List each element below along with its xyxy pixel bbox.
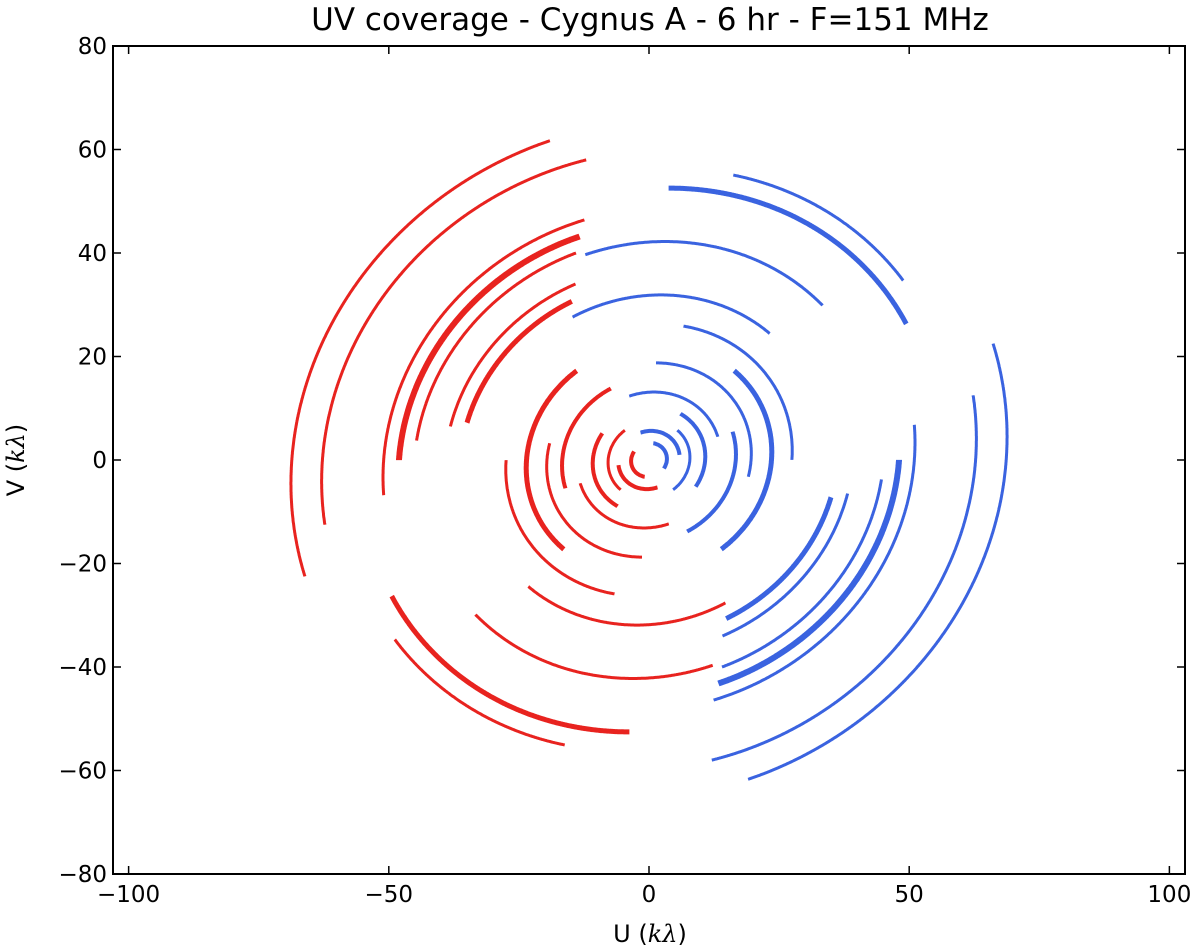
uv-track-1-13 [656,361,753,478]
uv-track-1-12 [719,368,775,552]
uv-track-1-19 [653,441,669,470]
uv-track-1-17 [672,429,692,491]
uv-track-1-8 [584,240,824,307]
y-tick-label: 40 [78,241,107,267]
uv-track-0-18 [616,464,658,492]
x-axis-label: U (kλ) [613,920,687,948]
uv-track-1-0 [747,343,1009,781]
uv-track-0-4 [448,282,577,427]
y-tick-label: 0 [92,448,107,474]
uv-track-0-6 [320,158,587,525]
uv-track-0-14 [560,386,612,489]
uv-track-0-16 [590,432,619,508]
uv-track-0-19 [629,450,645,479]
x-tick-label: 0 [642,882,657,908]
y-tick-label: 80 [78,34,107,60]
x-tick-label: 50 [895,882,924,908]
uv-track-0-7 [527,585,727,627]
uv-track-0-5 [464,299,573,424]
y-axis-label: V (kλ) [2,424,30,497]
x-tick-label: −100 [97,882,160,908]
uv-track-0-9 [389,594,630,735]
y-tick-label: 20 [78,345,107,371]
plot-area [289,139,1009,781]
plot-frame [112,45,1186,875]
uv-track-1-4 [721,493,850,638]
uv-track-0-10 [393,638,566,747]
y-tick-label: −80 [58,862,107,888]
uv-track-1-14 [686,431,738,534]
uv-track-0-2 [396,233,581,461]
chart-title: UV coverage - Cygnus A - 6 hr - F=151 MH… [311,2,989,38]
uv-track-1-1 [713,424,917,702]
uv-track-0-3 [415,251,577,441]
uv-track-1-6 [711,395,978,762]
uv-track-1-3 [721,479,883,669]
uv-track-0-13 [545,442,642,559]
y-tick-label: 60 [78,138,107,164]
y-tick-label: −20 [58,552,107,578]
x-tick-label: 100 [1147,882,1191,908]
uv-track-0-1 [381,218,585,496]
uv-track-1-5 [725,496,834,621]
uv-track-1-2 [717,459,902,687]
uv-track-1-9 [668,185,909,326]
uv-track-0-8 [474,613,714,680]
uv-track-0-12 [523,368,579,552]
uv-track-1-7 [571,293,771,335]
x-tick-label: −50 [365,882,414,908]
uv-track-1-15 [628,390,720,438]
uv-track-1-18 [640,428,682,456]
uv-track-0-0 [289,139,551,577]
uv-track-1-16 [679,412,708,488]
axis-ticks: −100 −50 0 50 100 −80 −60 −40 −20 0 20 40 60 80 [58,34,1191,908]
y-tick-label: −40 [58,655,107,681]
uv-track-0-11 [504,460,615,596]
uv-track-1-11 [683,324,794,460]
uv-track-1-10 [732,173,905,282]
uv-track-0-15 [578,482,670,530]
uv-track-0-17 [606,429,626,491]
y-tick-label: −60 [58,759,107,785]
